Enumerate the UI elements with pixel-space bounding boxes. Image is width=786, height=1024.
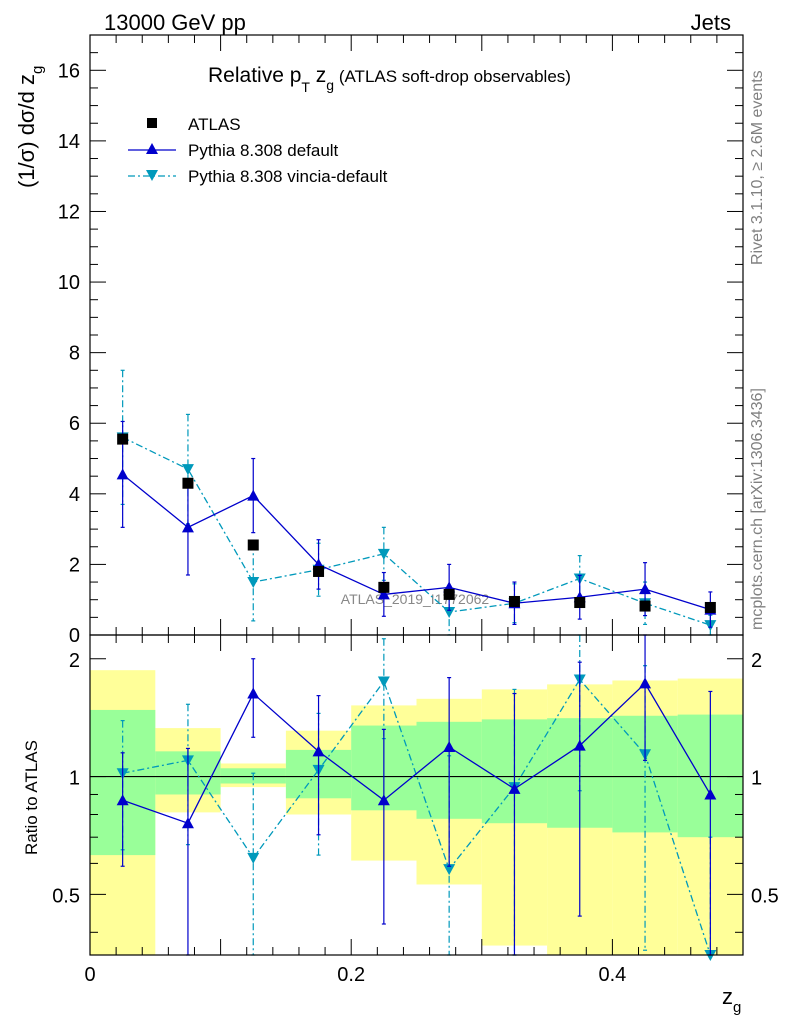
pythia-default-point <box>247 489 260 501</box>
ratio-pythia-default-point <box>639 677 652 689</box>
atlas-point <box>182 477 194 489</box>
ratio-pythia-default-point <box>247 687 260 699</box>
main-ytick-label: 8 <box>69 343 80 365</box>
legend-entry-pythia-vincia: Pythia 8.308 vincia-default <box>128 167 388 186</box>
main-ytick-label: 10 <box>58 272 80 294</box>
pythia-default-point <box>639 583 652 595</box>
header-energy-label: 13000 GeV pp <box>104 10 246 35</box>
main-ytick-label: 4 <box>69 484 80 506</box>
legend-label-pythia-vincia: Pythia 8.308 vincia-default <box>188 167 388 186</box>
pythia-default-point <box>377 588 390 600</box>
chart-title: Relative pT zg (ATLAS soft-drop observab… <box>208 64 571 95</box>
atlas-point <box>639 600 651 612</box>
atlas-point <box>574 597 586 609</box>
ratio-pythia-default-point <box>181 817 194 829</box>
main-panel: ATLAS_2019_I1772062 0 2 4 6 8 10 12 14 16 Relati… <box>14 34 744 647</box>
ratio-plot-area <box>90 634 743 961</box>
ratio-xlabel-text: z <box>722 984 733 1009</box>
atlas-point <box>117 433 129 445</box>
ratio-ylabel: Ratio to ATLAS <box>22 740 41 855</box>
main-axes: 0 2 4 6 8 10 12 14 16 <box>58 35 744 647</box>
ratio-ytick-label: 1 <box>69 768 80 790</box>
ratio-pythia-default-point <box>377 794 390 806</box>
atlas-point <box>313 565 325 577</box>
vincia-point <box>377 548 390 560</box>
vincia-point <box>247 577 260 589</box>
ratio-axes: 0.5 0.5 1 1 2 2 0 0.2 0.4 <box>52 635 779 986</box>
atlas-point <box>247 539 259 551</box>
pythia-default-point <box>116 468 129 480</box>
ratio-ytick-label-right: 0.5 <box>751 885 779 907</box>
ratio-ytick-label-right: 2 <box>751 650 762 672</box>
main-ytick-label: 16 <box>58 60 80 82</box>
rivet-version-label: Rivet 3.1.10, ≥ 2.6M events <box>749 70 766 265</box>
pythia-default-line <box>122 473 711 611</box>
atlas-point <box>378 581 390 593</box>
ratio-xlabel-sub: g <box>733 999 741 1016</box>
chart-title-sub: T <box>301 79 310 95</box>
chart-title-mid: z <box>310 64 326 87</box>
ratio-xtick-label: 0.2 <box>337 964 365 986</box>
vincia-point <box>443 607 456 619</box>
ratio-pythia-default-point <box>443 741 456 752</box>
ratio-vincia-point <box>377 676 390 688</box>
legend-marker-atlas <box>147 118 157 128</box>
main-watermark: ATLAS_2019_I1772062 <box>341 591 490 607</box>
ratio-pythia-default-point <box>116 794 129 806</box>
legend-entry-atlas: ATLAS <box>147 115 241 134</box>
chart-title-sub2: g <box>326 77 334 93</box>
ratio-pythia-default-point <box>704 788 717 800</box>
ratio-xlabel: zg <box>722 984 741 1016</box>
main-plot-area <box>116 369 717 636</box>
chart-title-pre: Relative p <box>208 64 301 87</box>
main-ylabel: (1/σ) dσ/d zg <box>14 66 46 188</box>
ratio-pythia-default-point <box>312 745 325 757</box>
ratio-pythia-default-line <box>122 682 711 825</box>
ratio-pythia-default-point <box>508 782 521 794</box>
mcplots-source-label: mcplots.cern.ch [arXiv:1306.3436] <box>749 388 766 630</box>
main-ytick-label: 12 <box>58 201 80 223</box>
legend-marker-pythia-default <box>146 143 158 154</box>
ratio-xtick-label: 0 <box>84 964 95 986</box>
ratio-vincia-line <box>122 678 711 956</box>
legend-entry-pythia-default: Pythia 8.308 default <box>128 141 339 160</box>
legend: ATLAS Pythia 8.308 default Pythia 8.308 … <box>128 115 388 186</box>
ratio-frame <box>89 634 744 956</box>
vincia-point <box>181 464 194 476</box>
legend-marker-pythia-vincia <box>146 170 158 181</box>
main-ytick-label: 0 <box>69 625 80 647</box>
ratio-panel: 0.5 0.5 1 1 2 2 0 0.2 0.4 Ratio to ATLAS zg <box>22 634 779 1016</box>
ratio-ytick-label-right: 1 <box>751 768 762 790</box>
ratio-vincia-point <box>247 852 260 864</box>
main-ytick-label: 2 <box>69 554 80 576</box>
ratio-pythia-default-point <box>573 739 586 751</box>
atlas-point <box>508 595 520 607</box>
legend-label-pythia-default: Pythia 8.308 default <box>188 141 339 160</box>
ratio-xtick-label: 0.4 <box>598 964 626 986</box>
atlas-point <box>704 601 716 613</box>
ratio-vincia-point <box>443 864 456 876</box>
header-process-label: Jets <box>691 10 731 35</box>
main-ylabel-sub: g <box>29 66 46 74</box>
ratio-ytick-label: 0.5 <box>52 885 80 907</box>
pythia-default-point <box>181 521 194 533</box>
main-ytick-label: 14 <box>58 131 80 153</box>
main-ylabel-text: (1/σ) dσ/d z <box>14 74 39 188</box>
vincia-line <box>122 436 711 626</box>
legend-label-atlas: ATLAS <box>188 115 241 134</box>
ratio-ytick-label: 2 <box>69 650 80 672</box>
main-ytick-label: 6 <box>69 413 80 435</box>
chart-title-post: (ATLAS soft-drop observables) <box>334 67 571 86</box>
atlas-point <box>443 588 455 600</box>
